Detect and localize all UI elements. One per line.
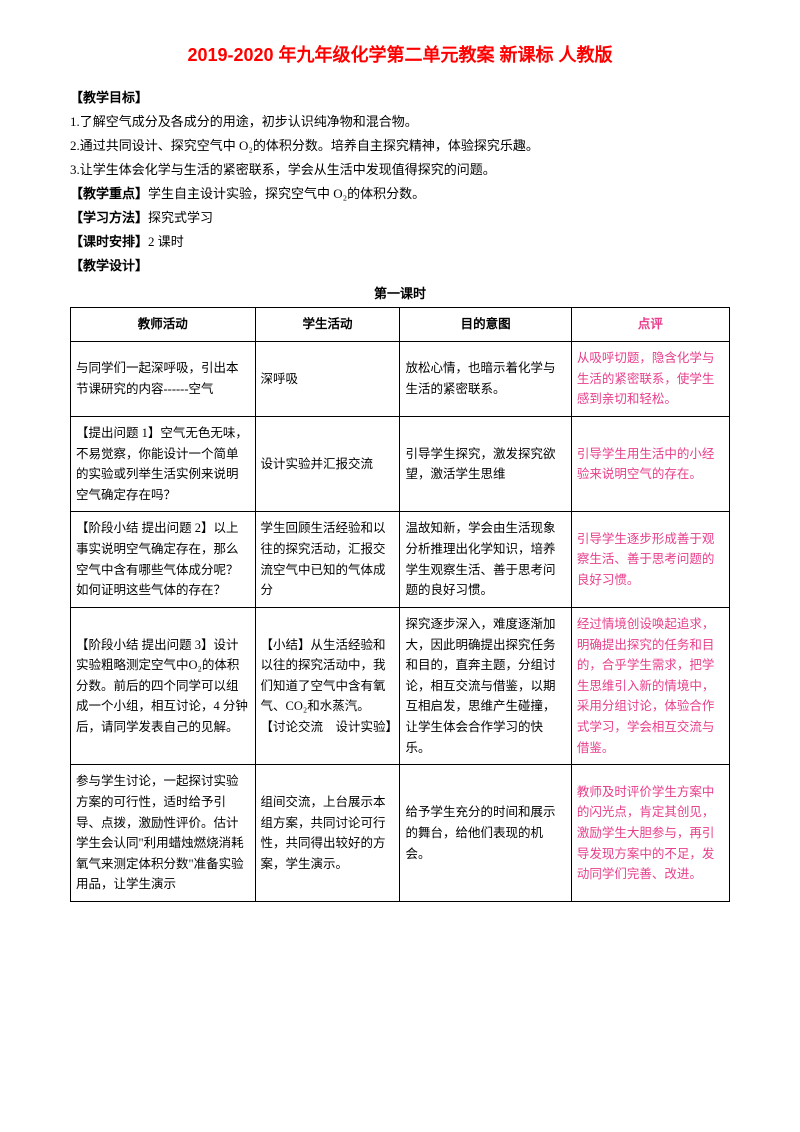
cell-student: 组间交流，上台展示本组方案，共同讨论可行性，共同得出较好的方案，学生演示。 xyxy=(255,765,400,902)
method-text: 探究式学习 xyxy=(148,210,213,225)
cell-comment: 引导学生逐步形成善于观察生活、善于思考问题的良好习惯。 xyxy=(571,512,729,608)
lesson-table: 教师活动 学生活动 目的意图 点评 与同学们一起深呼吸，引出本节课研究的内容--… xyxy=(70,307,730,902)
intro-block: 【教学目标】 1.了解空气成分及各成分的用途，初步认识纯净物和混合物。 2.通过… xyxy=(70,87,730,278)
lesson1-title: 第一课时 xyxy=(70,283,730,305)
cell-comment: 从吸呼切题，隐含化学与生活的紧密联系，使学生感到亲切和轻松。 xyxy=(571,342,729,417)
cell-student: 【小结】从生活经验和以往的探究活动中，我们知道了空气中含有氧气、CO₂和水蒸汽。… xyxy=(255,607,400,764)
cell-teacher: 【阶段小结 提出问题 3】设计实验粗略测定空气中O₂的体积分数。前后的四个同学可… xyxy=(71,607,256,764)
cell-purpose: 温故知新，学会由生活现象分析推理出化学知识，培养学生观察生活、善于思考问题的良好… xyxy=(400,512,571,608)
table-row: 【阶段小结 提出问题 2】以上事实说明空气确定存在，那么空气中含有哪些气体成分呢… xyxy=(71,512,730,608)
table-header-row: 教师活动 学生活动 目的意图 点评 xyxy=(71,308,730,342)
cell-purpose: 引导学生探究，激发探究欲望，激活学生思维 xyxy=(400,416,571,512)
schedule-label: 【课时安排】 xyxy=(70,234,148,249)
cell-teacher: 参与学生讨论，一起探讨实验方案的可行性，适时给予引导、点拨，激励性评价。估计学生… xyxy=(71,765,256,902)
cell-teacher: 【阶段小结 提出问题 2】以上事实说明空气确定存在，那么空气中含有哪些气体成分呢… xyxy=(71,512,256,608)
table-row: 与同学们一起深呼吸，引出本节课研究的内容------空气 深呼吸 放松心情，也暗… xyxy=(71,342,730,417)
header-purpose: 目的意图 xyxy=(400,308,571,342)
cell-student: 深呼吸 xyxy=(255,342,400,417)
objective-label: 【教学目标】 xyxy=(70,90,148,105)
cell-purpose: 给予学生充分的时间和展示的舞台，给他们表现的机会。 xyxy=(400,765,571,902)
header-comment: 点评 xyxy=(571,308,729,342)
page-title: 2019-2020 年九年级化学第二单元教案 新课标 人教版 xyxy=(70,40,730,71)
method-label: 【学习方法】 xyxy=(70,210,148,225)
cell-comment: 教师及时评价学生方案中的闪光点，肯定其创见，激励学生大胆参与，再引导发现方案中的… xyxy=(571,765,729,902)
cell-comment: 经过情境创设唤起追求，明确提出探究的任务和目的，合乎学生需求，把学生思维引入新的… xyxy=(571,607,729,764)
focus-text: 学生自主设计实验，探究空气中 O₂的体积分数。 xyxy=(148,186,425,201)
design-label: 【教学设计】 xyxy=(70,258,148,273)
cell-teacher: 【提出问题 1】空气无色无味，不易觉察，你能设计一个简单的实验或列举生活实例来说… xyxy=(71,416,256,512)
cell-teacher: 与同学们一起深呼吸，引出本节课研究的内容------空气 xyxy=(71,342,256,417)
objective-1: 1.了解空气成分及各成分的用途，初步认识纯净物和混合物。 xyxy=(70,111,730,133)
cell-purpose: 探究逐步深入，难度逐渐加大，因此明确提出探究任务和目的，直奔主题，分组讨论，相互… xyxy=(400,607,571,764)
header-student: 学生活动 xyxy=(255,308,400,342)
table-row: 参与学生讨论，一起探讨实验方案的可行性，适时给予引导、点拨，激励性评价。估计学生… xyxy=(71,765,730,902)
header-teacher: 教师活动 xyxy=(71,308,256,342)
focus-label: 【教学重点】 xyxy=(70,186,148,201)
cell-purpose: 放松心情，也暗示着化学与生活的紧密联系。 xyxy=(400,342,571,417)
cell-student: 设计实验并汇报交流 xyxy=(255,416,400,512)
objective-2: 2.通过共同设计、探究空气中 O₂的体积分数。培养自主探究精神，体验探究乐趣。 xyxy=(70,135,730,157)
cell-comment: 引导学生用生活中的小经验来说明空气的存在。 xyxy=(571,416,729,512)
table-row: 【阶段小结 提出问题 3】设计实验粗略测定空气中O₂的体积分数。前后的四个同学可… xyxy=(71,607,730,764)
objective-3: 3.让学生体会化学与生活的紧密联系，学会从生活中发现值得探究的问题。 xyxy=(70,159,730,181)
table-row: 【提出问题 1】空气无色无味，不易觉察，你能设计一个简单的实验或列举生活实例来说… xyxy=(71,416,730,512)
schedule-text: 2 课时 xyxy=(148,234,184,249)
cell-student: 学生回顾生活经验和以往的探究活动，汇报交流空气中已知的气体成分 xyxy=(255,512,400,608)
